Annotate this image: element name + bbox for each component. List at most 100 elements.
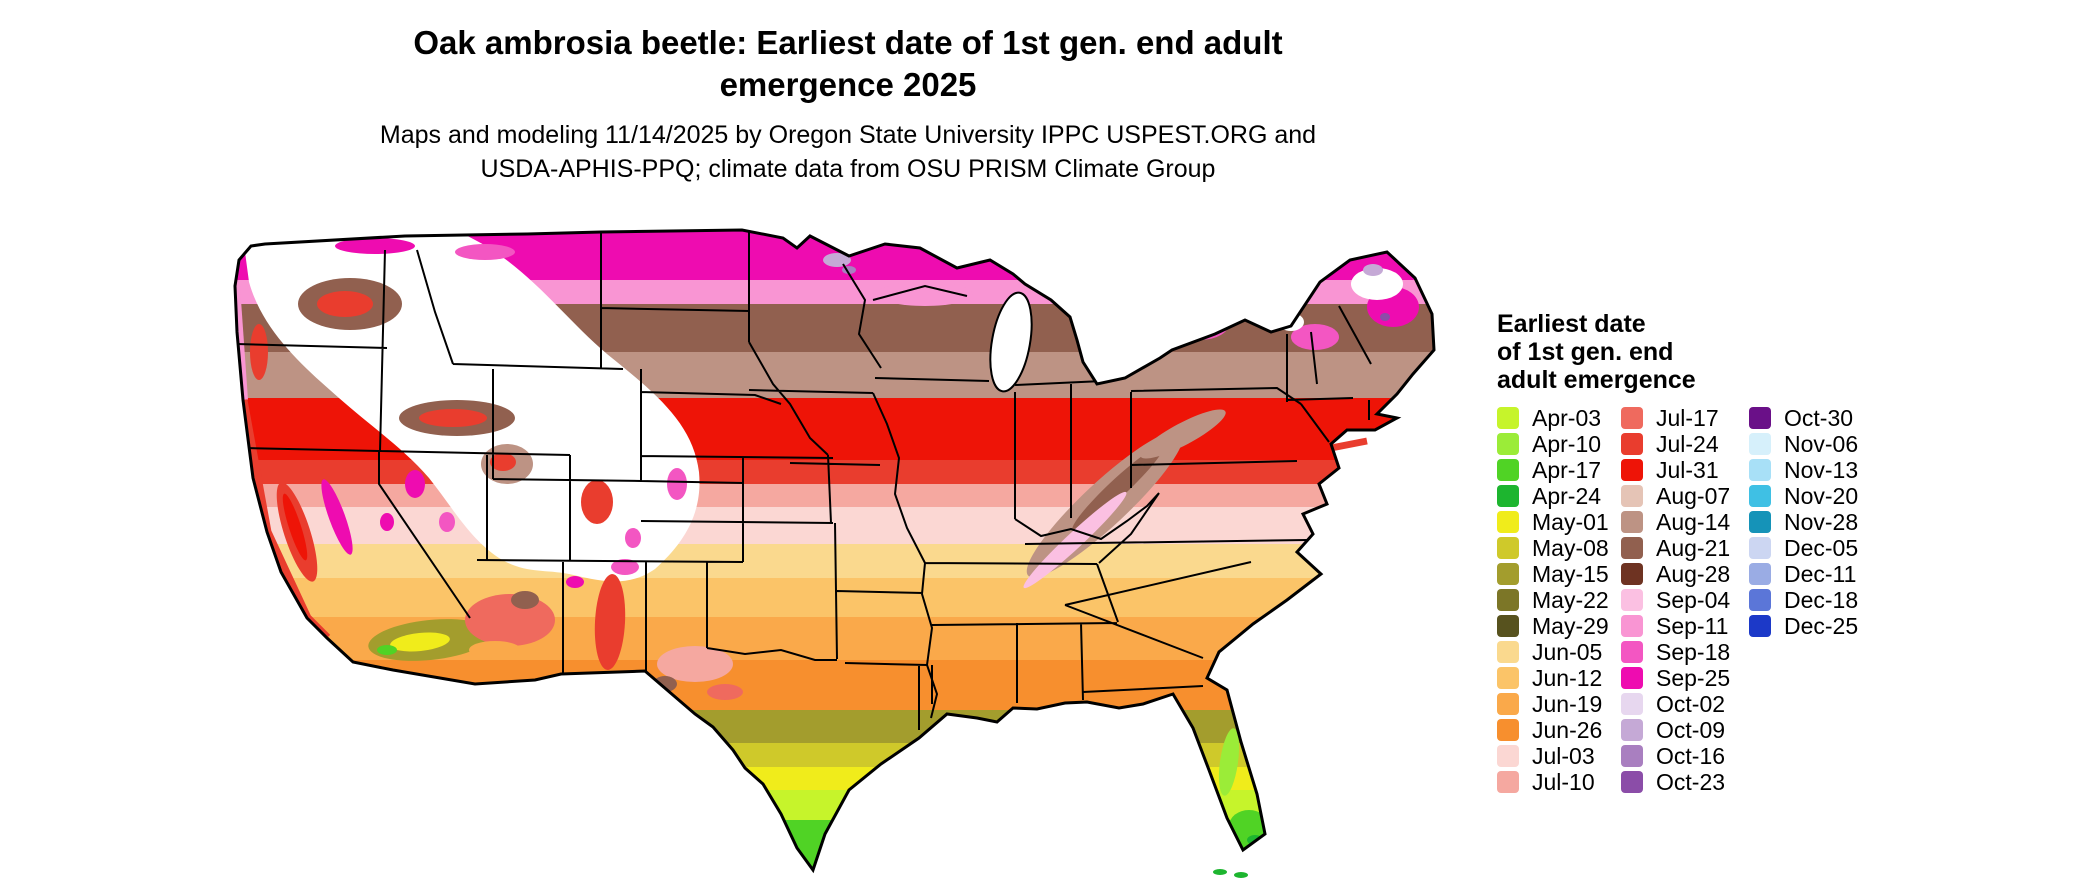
legend-label: Jun-05: [1532, 638, 1603, 665]
legend-swatch: [1621, 693, 1643, 715]
legend-label: Dec-25: [1784, 612, 1859, 639]
map-patch: [317, 291, 373, 317]
legend-label: May-22: [1532, 586, 1609, 613]
legend-label: Apr-17: [1532, 456, 1602, 483]
map-patch: [1170, 304, 1230, 340]
legend-entry: Dec-18: [1749, 587, 1873, 613]
legend-label: Oct-16: [1656, 742, 1726, 769]
us-map-container: [225, 222, 1457, 882]
map-subtitle: Maps and modeling 11/14/2025 by Oregon S…: [0, 118, 1696, 186]
legend-swatch: [1621, 589, 1643, 611]
map-patch: [1038, 283, 1056, 293]
legend-label: Jun-12: [1532, 664, 1603, 691]
legend-entry: Oct-23: [1621, 769, 1749, 795]
map-patch: [1218, 728, 1240, 796]
legend-entry: Oct-30: [1749, 405, 1873, 431]
legend-label: Nov-13: [1784, 456, 1859, 483]
legend-entry: Aug-14: [1621, 509, 1749, 535]
map-band: [235, 660, 1434, 710]
legend-entry: Sep-25: [1621, 665, 1749, 691]
legend-label: Dec-05: [1784, 534, 1859, 561]
map-patch: [250, 324, 268, 380]
legend-entry: Dec-25: [1749, 613, 1873, 639]
legend-label: Aug-07: [1656, 482, 1731, 509]
legend-entry: Jun-05: [1497, 639, 1621, 665]
legend-entry: Aug-28: [1621, 561, 1749, 587]
legend-swatch: [1749, 407, 1771, 429]
legend-label: Apr-24: [1532, 482, 1602, 509]
map-band: [235, 743, 1434, 767]
map-patch: [439, 512, 455, 532]
legend-swatch: [1497, 407, 1519, 429]
legend-entry: Apr-10: [1497, 431, 1621, 457]
legend-entry: Jul-24: [1621, 431, 1749, 457]
legend-label: Oct-09: [1656, 716, 1726, 743]
legend-swatch: [1621, 459, 1643, 481]
map-patch: [380, 513, 394, 531]
legend-swatch: [1497, 485, 1519, 507]
legend-entry: May-15: [1497, 561, 1621, 587]
legend-swatch: [1497, 615, 1519, 637]
legend-label: Jun-26: [1532, 716, 1603, 743]
legend-column: Apr-03 Apr-10 Apr-17 Apr-24 May-01 May-08 May-…: [1497, 405, 1621, 795]
map-patch: [469, 641, 521, 659]
legend-swatch: [1497, 537, 1519, 559]
legend-swatch: [1621, 433, 1643, 455]
map-patch: [1229, 810, 1269, 842]
map-patch: [465, 594, 555, 646]
legend-label: Nov-20: [1784, 482, 1859, 509]
map-patch: [667, 468, 687, 500]
legend-entry: Sep-11: [1621, 613, 1749, 639]
map-patch: [625, 528, 641, 548]
us-map: [233, 228, 1436, 878]
legend-label: Jul-31: [1656, 456, 1719, 483]
state-boundary-lines: [236, 232, 1372, 730]
legend-entry: Jun-26: [1497, 717, 1621, 743]
legend-label: Sep-25: [1656, 664, 1731, 691]
map-patch: [581, 480, 613, 524]
legend-entry: Oct-16: [1621, 743, 1749, 769]
legend-swatch: [1749, 485, 1771, 507]
legend-entry: Oct-02: [1621, 691, 1749, 717]
legend-label: May-08: [1532, 534, 1609, 561]
map-patch: [877, 282, 973, 306]
map-patch: [823, 253, 851, 267]
map-patch: [707, 684, 743, 700]
legend-entry: Nov-13: [1749, 457, 1873, 483]
legend-swatch: [1497, 719, 1519, 741]
legend-swatch: [1497, 641, 1519, 663]
title-line-1: Oak ambrosia beetle: Earliest date of 1s…: [413, 24, 1283, 61]
map-patch: [405, 470, 425, 498]
map-patch: [1218, 304, 1236, 316]
map-band: [235, 578, 1434, 617]
legend-label: Nov-06: [1784, 430, 1859, 457]
subtitle-line-2: USDA-APHIS-PPQ; climate data from OSU PR…: [480, 155, 1216, 183]
legend-label: Dec-18: [1784, 586, 1859, 613]
legend-label: Dec-11: [1784, 560, 1857, 587]
legend-label: Jul-10: [1532, 768, 1595, 795]
legend-label: Aug-14: [1656, 508, 1731, 535]
legend: Earliest date of 1st gen. end adult emer…: [1497, 310, 2077, 795]
legend-label: Aug-28: [1656, 560, 1731, 587]
legend-label: Jun-19: [1532, 690, 1603, 717]
legend-swatch: [1749, 537, 1771, 559]
legend-label: Apr-10: [1532, 430, 1602, 457]
legend-entry: Jul-31: [1621, 457, 1749, 483]
legend-entry: Jun-19: [1497, 691, 1621, 717]
legend-entry: Apr-24: [1497, 483, 1621, 509]
map-patch: [1140, 409, 1226, 459]
legend-entry: Jun-12: [1497, 665, 1621, 691]
legend-swatch: [1621, 511, 1643, 533]
legend-column: Oct-30 Nov-06 Nov-13 Nov-20 Nov-28 Dec-05 Dec-…: [1749, 405, 1873, 795]
map-patch: [611, 559, 639, 575]
map-patch: [377, 645, 397, 655]
legend-label: Oct-30: [1784, 404, 1854, 431]
legend-entry: Oct-09: [1621, 717, 1749, 743]
legend-entry: Aug-07: [1621, 483, 1749, 509]
legend-swatch: [1497, 745, 1519, 767]
map-band: [235, 544, 1434, 578]
legend-columns: Apr-03 Apr-10 Apr-17 Apr-24 May-01 May-08 May-…: [1497, 405, 1873, 795]
map-patch: [455, 244, 515, 260]
map-patch: [566, 576, 584, 588]
florida-keys: [1213, 869, 1227, 875]
